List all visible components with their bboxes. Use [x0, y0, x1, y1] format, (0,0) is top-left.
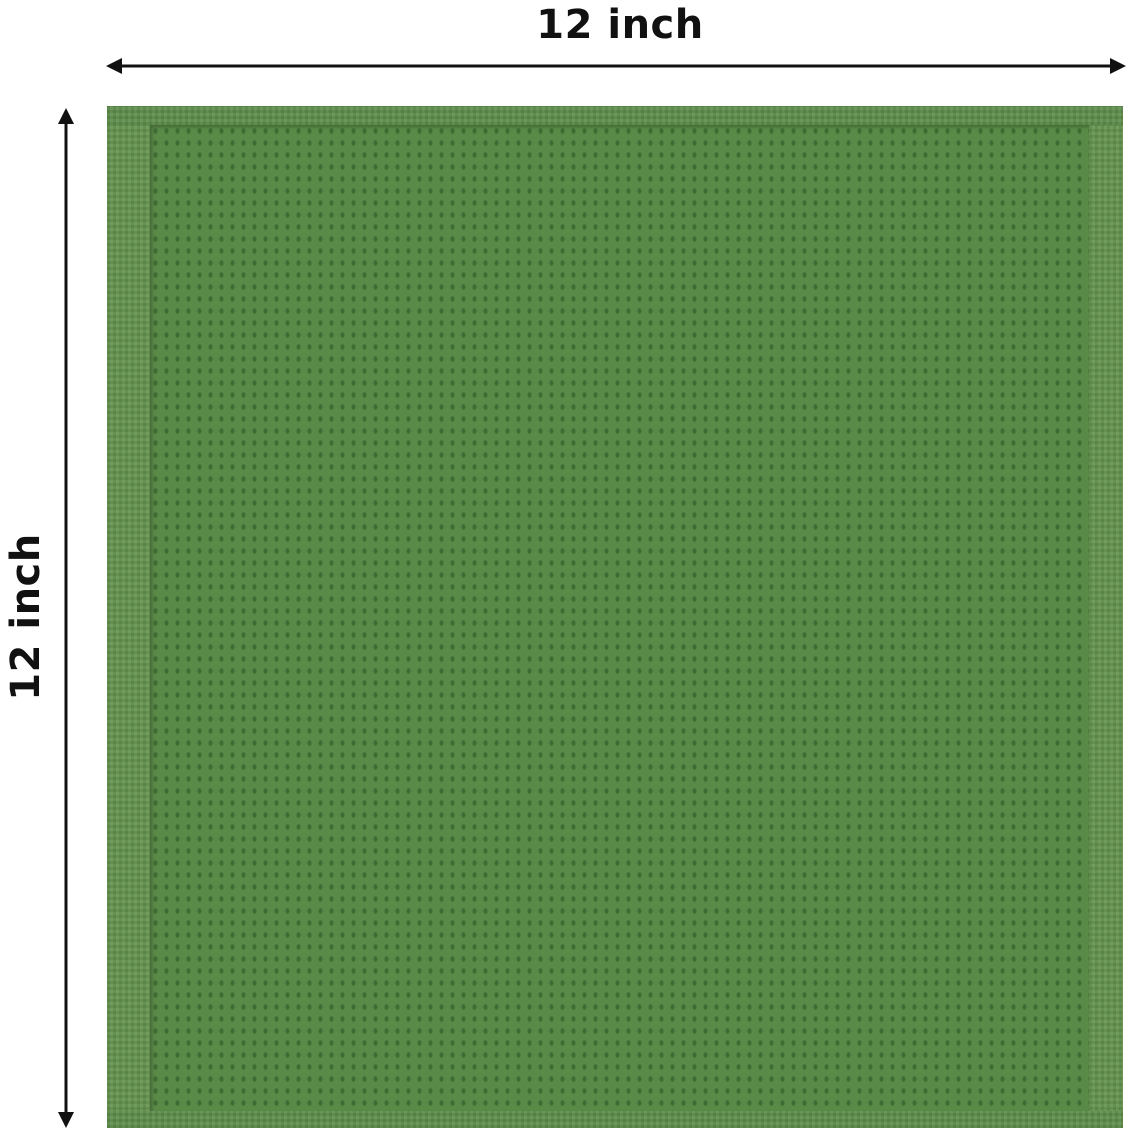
- cloth-hem-top: [107, 106, 1123, 125]
- width-arrow: [106, 58, 1126, 74]
- cloth-hem-left: [107, 106, 150, 1128]
- cloth-hem-bottom: [107, 1111, 1123, 1128]
- waffle-weave-area: [150, 125, 1089, 1111]
- width-label: 12 inch: [536, 2, 704, 48]
- height-arrow: [58, 108, 74, 1128]
- dishcloth: [107, 106, 1123, 1128]
- cloth-hem-right: [1089, 106, 1123, 1128]
